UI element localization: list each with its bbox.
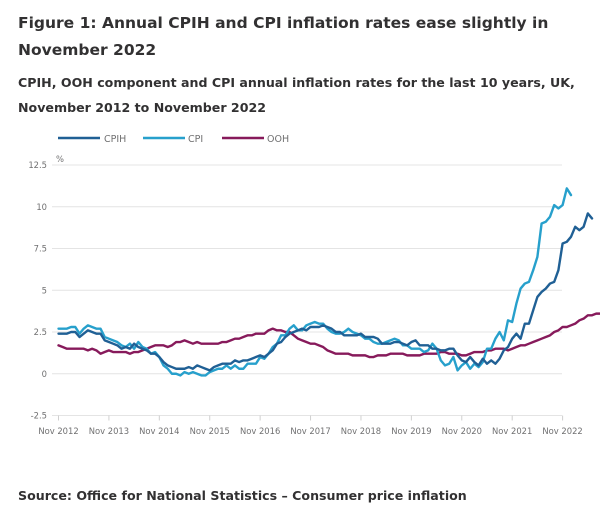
y-tick-label: 12.5	[28, 160, 47, 170]
x-tick-label: Nov 2014	[139, 426, 179, 436]
x-tick-label: Nov 2020	[442, 426, 482, 436]
x-tick-label: Nov 2018	[341, 426, 381, 436]
y-tick-label: 7.5	[34, 244, 47, 254]
y-tick-label: 10	[36, 202, 47, 212]
figure-subtitle: CPIH, OOH component and CPI annual infla…	[18, 75, 575, 115]
y-axis-unit-label: %	[56, 154, 64, 164]
series-line-cpi	[57, 187, 573, 377]
x-tick-label: Nov 2022	[542, 426, 582, 436]
x-axis: Nov 2012 Nov 2013 Nov 2014 Nov 2015 Nov 2016…	[38, 415, 583, 436]
legend-label: OOH	[267, 134, 289, 145]
figure-title: Figure 1: Annual CPIH and CPI inflation …	[18, 14, 549, 59]
y-axis-ticks: 12.5 10 7.5 5 2.5 0 -2.5	[28, 160, 47, 421]
x-tick-label: Nov 2013	[89, 426, 129, 436]
legend-label: CPI	[188, 134, 203, 145]
series-line-cpih	[57, 212, 594, 372]
x-tick-label: Nov 2019	[391, 426, 431, 436]
x-tick-label: Nov 2015	[190, 426, 230, 436]
y-tick-label: 0	[42, 369, 47, 379]
y-tick-label: -2.5	[31, 411, 47, 421]
source-note: Source: Office for National Statistics –…	[18, 488, 467, 503]
x-tick-label: Nov 2017	[290, 426, 330, 436]
series-line-ooh	[57, 312, 600, 359]
legend-item-cpih[interactable]: CPIH	[58, 134, 126, 145]
legend-label: CPIH	[104, 134, 126, 145]
line-chart: CPIH CPI OOH 12.5 10 7.5 5 2.5 0 -2.5 % Nov 2012…	[28, 134, 600, 436]
x-tick-label: Nov 2021	[492, 426, 532, 436]
x-tick-label: Nov 2012	[38, 426, 78, 436]
y-tick-label: 2.5	[34, 327, 47, 337]
legend-item-cpi[interactable]: CPI	[143, 134, 203, 145]
legend: CPIH CPI OOH	[58, 134, 289, 145]
series-lines	[57, 187, 600, 377]
legend-item-ooh[interactable]: OOH	[222, 134, 289, 145]
y-tick-label: 5	[42, 285, 47, 295]
x-tick-label: Nov 2016	[240, 426, 280, 436]
gridlines	[52, 164, 562, 416]
